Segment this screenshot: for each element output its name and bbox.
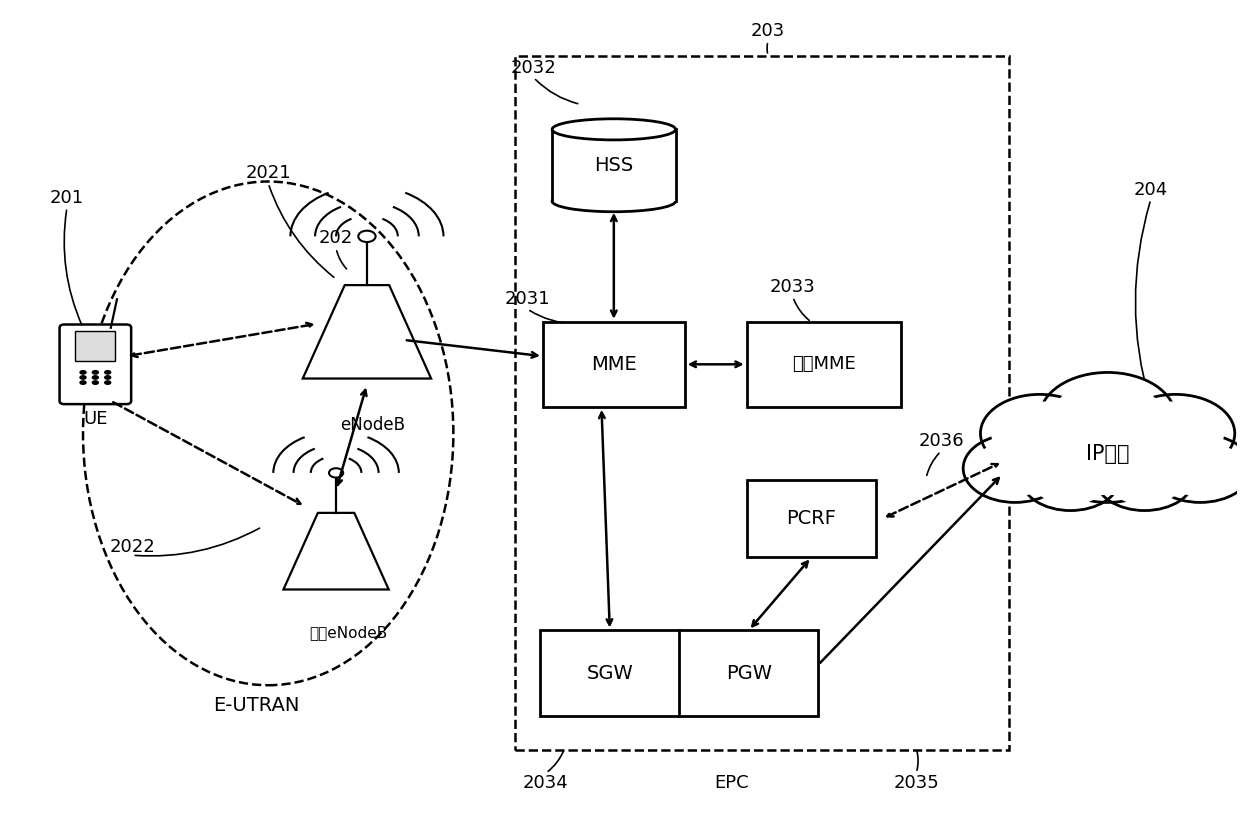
Circle shape	[1116, 394, 1235, 472]
Text: 2033: 2033	[770, 278, 816, 296]
Bar	[746, 321, 900, 407]
Text: 2034: 2034	[523, 774, 569, 792]
Bar	[746, 480, 877, 557]
Polygon shape	[303, 285, 432, 379]
Circle shape	[1030, 452, 1111, 505]
Bar	[76, 331, 115, 361]
Text: 2035: 2035	[893, 774, 939, 792]
Text: 2032: 2032	[511, 59, 557, 77]
Bar	[552, 129, 676, 201]
Text: 2036: 2036	[918, 433, 963, 451]
Text: 201: 201	[50, 189, 84, 207]
Ellipse shape	[552, 119, 676, 140]
Bar	[515, 56, 1009, 750]
Text: eNodeB: eNodeB	[341, 416, 405, 434]
Text: 203: 203	[751, 22, 785, 40]
Text: PCRF: PCRF	[786, 509, 836, 528]
Circle shape	[92, 375, 99, 380]
Circle shape	[79, 370, 87, 375]
Text: 2022: 2022	[109, 538, 155, 556]
Circle shape	[92, 380, 99, 385]
Text: 202: 202	[319, 229, 353, 247]
Text: 其它eNodeB: 其它eNodeB	[309, 625, 388, 640]
Text: UE: UE	[83, 410, 108, 428]
Circle shape	[963, 434, 1066, 502]
Text: MME: MME	[591, 355, 636, 374]
Circle shape	[104, 375, 112, 380]
Circle shape	[104, 380, 112, 385]
Circle shape	[991, 402, 1089, 465]
Text: PGW: PGW	[725, 663, 771, 682]
Circle shape	[358, 231, 376, 242]
Text: SGW: SGW	[587, 663, 634, 682]
Bar	[541, 631, 818, 716]
Text: EPC: EPC	[714, 774, 749, 792]
Polygon shape	[284, 513, 388, 590]
Circle shape	[1039, 372, 1176, 462]
Text: E-UTRAN: E-UTRAN	[212, 696, 299, 715]
Text: IP业务: IP业务	[1086, 443, 1130, 464]
Circle shape	[1022, 446, 1120, 510]
Circle shape	[79, 375, 87, 380]
Text: 其它MME: 其它MME	[792, 355, 856, 373]
Circle shape	[92, 370, 99, 375]
Circle shape	[981, 394, 1099, 472]
Circle shape	[1104, 452, 1185, 505]
Circle shape	[1158, 440, 1240, 497]
Circle shape	[104, 370, 112, 375]
Circle shape	[79, 380, 87, 385]
Text: 2031: 2031	[505, 290, 551, 308]
Circle shape	[1127, 402, 1224, 465]
Text: 204: 204	[1133, 181, 1168, 199]
Circle shape	[972, 440, 1058, 497]
Circle shape	[1056, 429, 1158, 495]
Ellipse shape	[552, 191, 676, 212]
Text: HSS: HSS	[594, 155, 634, 175]
Circle shape	[1095, 446, 1194, 510]
Text: 2021: 2021	[246, 164, 291, 182]
FancyBboxPatch shape	[60, 325, 131, 404]
Circle shape	[1148, 434, 1240, 502]
Circle shape	[329, 468, 343, 478]
Bar	[543, 321, 684, 407]
Circle shape	[1052, 380, 1163, 454]
Circle shape	[1045, 421, 1169, 502]
